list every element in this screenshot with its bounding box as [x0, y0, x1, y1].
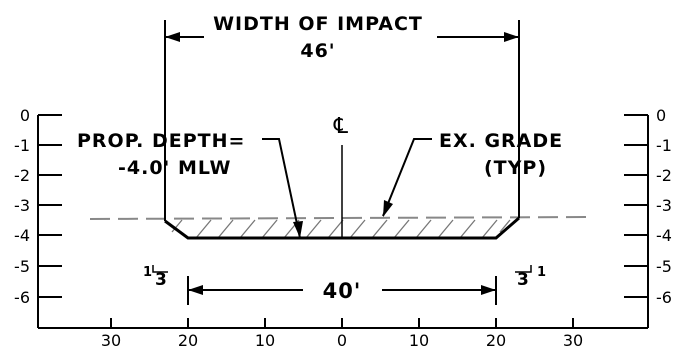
width-of-impact-value: 46'	[300, 40, 335, 62]
y-tick-labels-left: 0 -1 -2 -3 -4 -5 -6	[14, 106, 30, 307]
right-slope-indicator: 3 1	[515, 265, 546, 290]
y-tick-label: -5	[14, 257, 30, 276]
width-of-impact-label: WIDTH OF IMPACT	[213, 13, 423, 35]
excavation-hatch	[171, 219, 511, 239]
existing-grade-leader	[382, 138, 432, 217]
y-tick-label: -1	[656, 136, 672, 155]
proposed-depth-leader	[262, 138, 301, 239]
slope-rise: 1	[537, 265, 546, 280]
y-tick-label: -6	[656, 288, 672, 307]
y-tick-label: -6	[14, 288, 30, 307]
x-tick-label: 30	[563, 331, 583, 350]
bottom-width-label: 40'	[323, 279, 362, 303]
width-of-impact-dimension	[164, 20, 520, 221]
y-tick-label: -1	[14, 136, 30, 155]
y-tick-label: -5	[656, 257, 672, 276]
y-tick-labels-right: 0 -1 -2 -3 -4 -5 -6	[656, 106, 672, 307]
bottom-width-dimension	[187, 276, 497, 305]
y-tick-label: -3	[14, 196, 30, 215]
y-tick-label: -2	[656, 166, 672, 185]
y-tick-label: -4	[656, 226, 672, 245]
y-tick-label: -4	[14, 226, 30, 245]
existing-grade-arrowhead	[383, 200, 393, 217]
y-tick-marks	[38, 114, 648, 298]
x-tick-label: 0	[337, 331, 347, 350]
x-tick-marks	[110, 318, 574, 328]
proposed-depth-arrowhead	[293, 221, 303, 238]
x-tick-label: 10	[409, 331, 429, 350]
centerline-symbol: ℄	[333, 114, 349, 139]
y-tick-label: 0	[656, 106, 666, 125]
y-tick-label: -3	[656, 196, 672, 215]
proposed-depth-value: -4.0' MLW	[118, 157, 231, 179]
x-tick-label: 30	[101, 331, 121, 350]
proposed-depth-label: PROP. DEPTH=	[77, 130, 245, 152]
y-tick-label: 0	[20, 106, 30, 125]
x-tick-label: 20	[486, 331, 506, 350]
y-tick-label: -2	[14, 166, 30, 185]
x-tick-label: 10	[255, 331, 275, 350]
left-slope-indicator: 1 3	[143, 265, 168, 290]
existing-grade-typ: (TYP)	[484, 157, 547, 179]
slope-run: 3	[155, 270, 167, 290]
x-tick-label: 20	[178, 331, 198, 350]
slope-run: 3	[517, 270, 529, 290]
slope-rise: 1	[143, 265, 152, 280]
existing-grade-label: EX. GRADE	[439, 130, 563, 152]
x-tick-labels: 30 20 10 0 10 20 30	[101, 331, 583, 350]
